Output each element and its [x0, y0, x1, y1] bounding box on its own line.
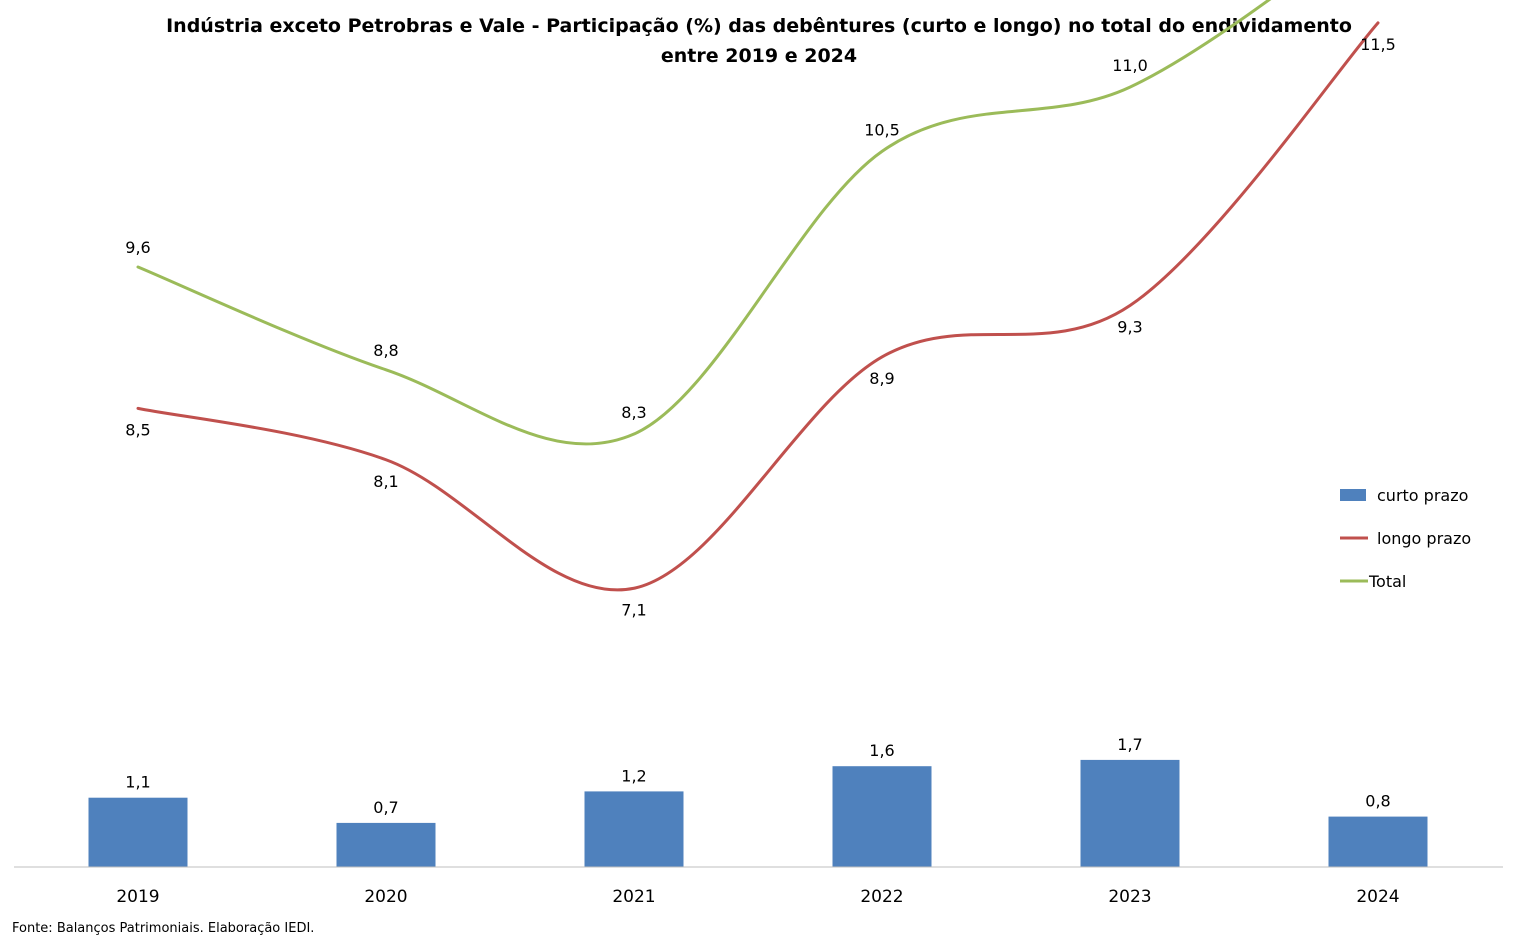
line-longo-prazo	[136, 21, 1380, 592]
x-tick-2024: 2024	[1356, 887, 1399, 907]
x-tick-2019: 2019	[116, 887, 159, 907]
bar-2023	[1080, 759, 1180, 867]
legend-label-curto-prazo: curto prazo	[1377, 486, 1468, 505]
x-axis-ticks: 2019 2020 2021 2022 2023 2024	[116, 887, 1399, 907]
line-label-longo-prazo-2023: 9,3	[1117, 318, 1142, 337]
line-label-total-2021: 8,3	[621, 403, 646, 422]
bar-label-2021: 1,2	[621, 766, 646, 785]
x-tick-2020: 2020	[364, 887, 407, 907]
line-label-longo-prazo-2020: 8,1	[373, 472, 398, 491]
x-tick-2023: 2023	[1108, 887, 1151, 907]
bar-2021	[584, 791, 684, 867]
legend-swatch-curto-prazo	[1340, 489, 1366, 501]
bar-label-2023: 1,7	[1117, 735, 1142, 754]
line-total	[136, 0, 1272, 446]
chart-title-line-1: Indústria exceto Petrobras e Vale - Part…	[166, 15, 1352, 37]
bar-label-2024: 0,8	[1365, 792, 1390, 811]
bar-label-2022: 1,6	[869, 741, 894, 760]
line-label-total-2019: 9,6	[125, 238, 150, 257]
lines-group	[136, 0, 1380, 592]
bar-2020	[336, 822, 436, 867]
line-label-total-2020: 8,8	[373, 341, 398, 360]
legend-label-longo-prazo: longo prazo	[1377, 529, 1471, 548]
bar-2019	[88, 797, 188, 867]
bar-label-2020: 0,7	[373, 798, 398, 817]
line-label-longo-prazo-2022: 8,9	[869, 369, 894, 388]
bars-group	[88, 759, 1428, 867]
line-label-total-2023: 11,0	[1112, 56, 1148, 75]
line-label-total-2022: 10,5	[864, 120, 900, 139]
legend: curto prazo longo prazo Total	[1340, 486, 1471, 591]
line-label-longo-prazo-2019: 8,5	[125, 420, 150, 439]
line-label-longo-prazo-2021: 7,1	[621, 600, 646, 619]
chart-title-line-2: entre 2019 e 2024	[661, 45, 857, 67]
line-label-longo-prazo-2024: 11,5	[1360, 35, 1396, 54]
legend-label-total: Total	[1368, 572, 1406, 591]
source-note: Fonte: Balanços Patrimoniais. Elaboração…	[12, 921, 315, 936]
x-tick-2022: 2022	[860, 887, 903, 907]
data-labels-group: 1,1 0,7 1,2 1,6 1,7 0,8 8,5 8,1 7,1 8,9 9,3 11,5 9,6…	[125, 35, 1396, 817]
x-tick-2021: 2021	[612, 887, 655, 907]
bar-2022	[832, 766, 932, 867]
bar-2024	[1328, 816, 1428, 867]
bar-label-2019: 1,1	[125, 773, 150, 792]
